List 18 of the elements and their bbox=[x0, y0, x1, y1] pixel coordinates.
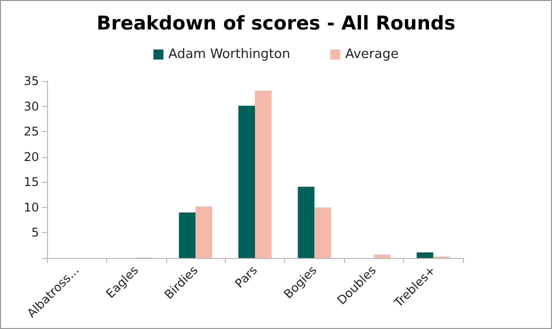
bar bbox=[255, 90, 272, 258]
bar bbox=[374, 254, 390, 258]
y-tick-label: 5 bbox=[31, 226, 39, 240]
y-tick-label: 30 bbox=[24, 99, 39, 114]
y-tick-label: 15 bbox=[24, 175, 39, 190]
y-tick-label: 10 bbox=[24, 200, 39, 214]
y-tick-label: 35 bbox=[24, 74, 39, 88]
bar bbox=[178, 212, 196, 258]
bar bbox=[298, 186, 314, 258]
legend-label: Average bbox=[345, 47, 399, 62]
bar bbox=[238, 106, 255, 258]
bar bbox=[314, 207, 332, 258]
bar bbox=[196, 206, 212, 258]
bar bbox=[416, 252, 434, 258]
chart-title: Breakdown of scores - All Rounds bbox=[96, 12, 456, 34]
legend-label: Adam Worthington bbox=[168, 47, 290, 62]
y-tick-label: 25 bbox=[24, 124, 39, 139]
y-tick-label: 20 bbox=[24, 150, 39, 164]
